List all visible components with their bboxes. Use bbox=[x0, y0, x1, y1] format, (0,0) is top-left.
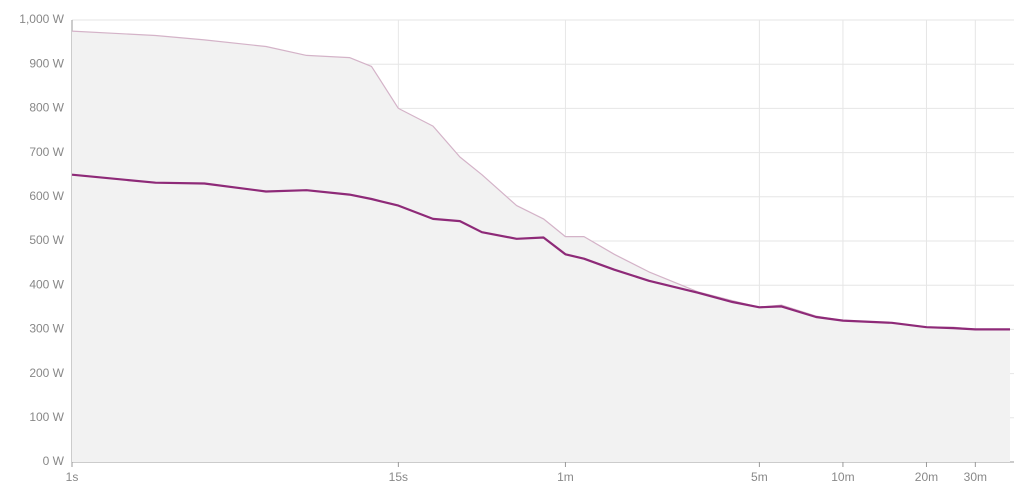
x-tick-label: 1s bbox=[66, 470, 79, 484]
y-tick-label: 800 W bbox=[29, 101, 64, 115]
x-tick-label: 1m bbox=[557, 470, 574, 484]
y-tick-label: 300 W bbox=[29, 322, 64, 336]
x-tick-label: 10m bbox=[831, 470, 854, 484]
y-tick-label: 400 W bbox=[29, 277, 64, 291]
y-tick-label: 500 W bbox=[29, 233, 64, 247]
y-tick-label: 100 W bbox=[29, 410, 64, 424]
area-fill bbox=[72, 31, 1010, 462]
y-tick-label: 700 W bbox=[29, 145, 64, 159]
x-tick-label: 15s bbox=[389, 470, 408, 484]
y-tick-label: 1,000 W bbox=[19, 12, 64, 26]
y-tick-label: 0 W bbox=[43, 454, 65, 468]
x-tick-label: 20m bbox=[915, 470, 938, 484]
power-line bbox=[71, 173, 1010, 331]
y-tick-label: 200 W bbox=[29, 366, 64, 380]
x-tick-label: 5m bbox=[751, 470, 768, 484]
y-tick-label: 900 W bbox=[29, 56, 64, 70]
y-tick-label: 600 W bbox=[29, 189, 64, 203]
x-tick-label: 30m bbox=[964, 470, 987, 484]
